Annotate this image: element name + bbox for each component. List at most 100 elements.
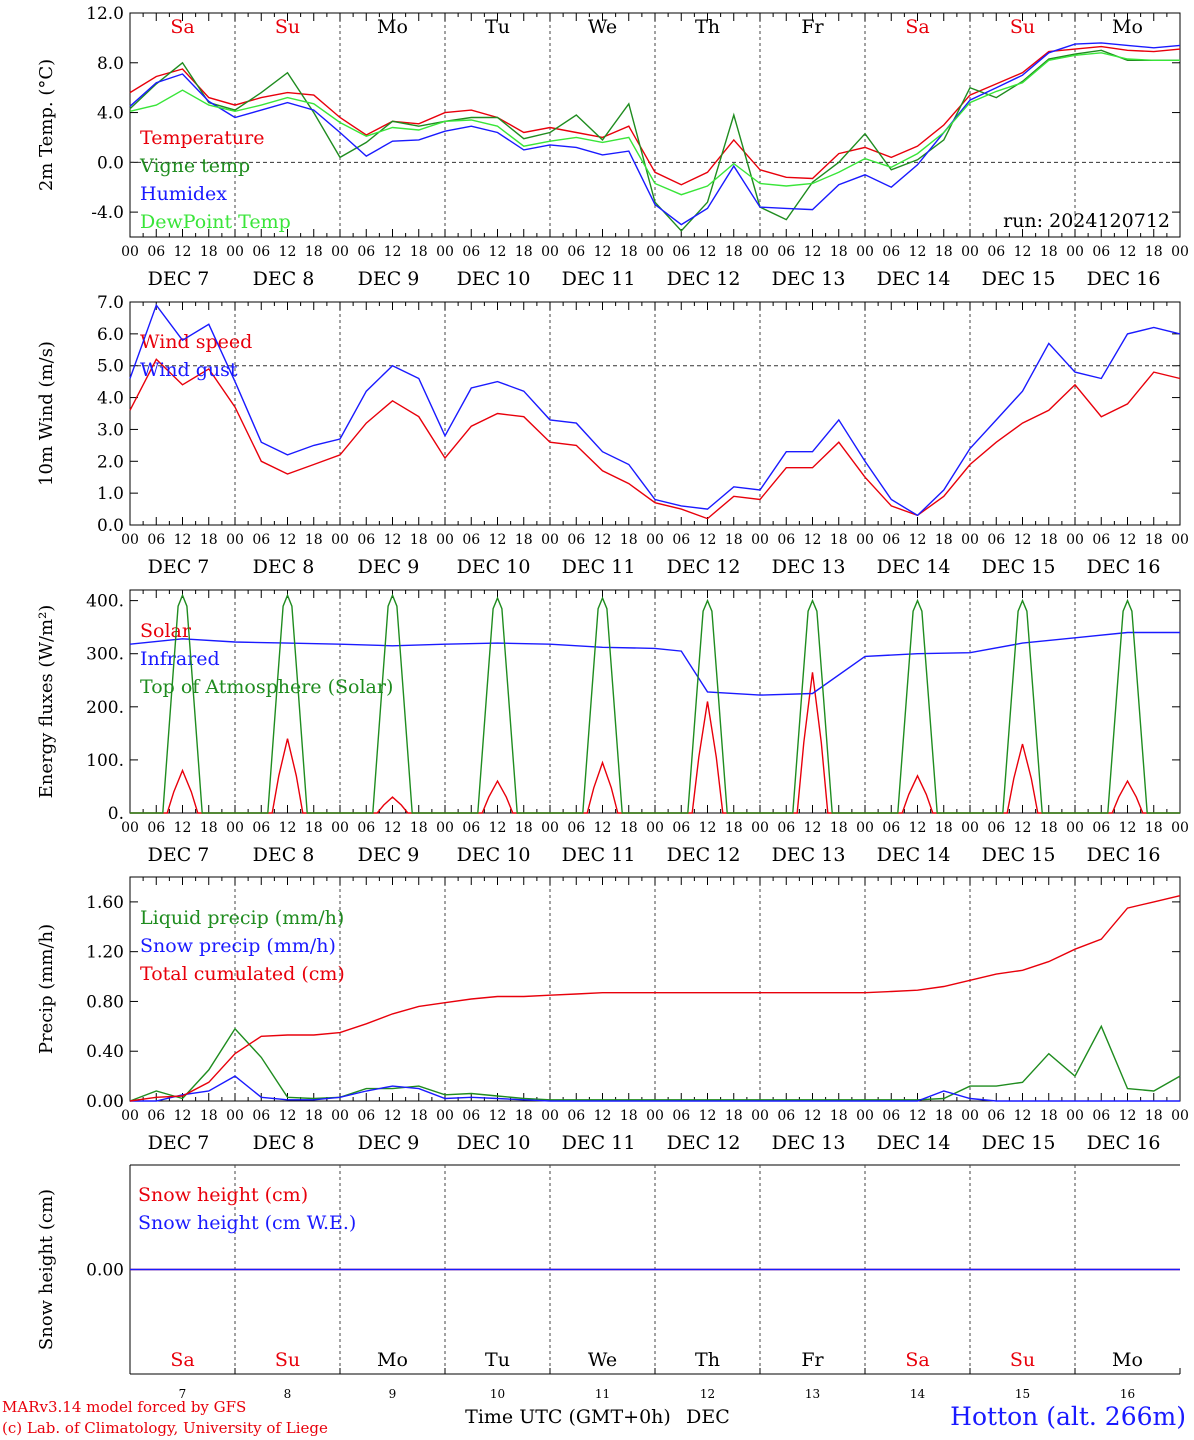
y-tick-label: 7.0 <box>97 293 124 313</box>
hour-tick-label: 00 <box>646 1108 664 1124</box>
hour-tick-label: 12 <box>174 820 192 836</box>
series-line-top-of-atmosphere-solar- <box>130 593 1180 814</box>
hour-tick-label: 06 <box>567 1108 585 1124</box>
hour-tick-label: 06 <box>252 1108 270 1124</box>
series-line-total-cumulated-cm- <box>129 895 1181 1102</box>
day-number-label: 14 <box>910 1387 926 1401</box>
hour-tick-label: 00 <box>751 1108 769 1124</box>
legend-entry: DewPoint Temp <box>140 211 291 233</box>
day-number-label: 12 <box>700 1387 715 1401</box>
weekday-label: Sa <box>905 1349 929 1371</box>
hour-tick-label: 00 <box>961 532 979 548</box>
panel-3: 0. 100. 200. 300. 400. Energy fluxes (W/m²) So… <box>36 589 1189 866</box>
hour-tick-label: 00 <box>1171 244 1189 260</box>
hour-tick-label: 18 <box>725 1108 743 1124</box>
y-tick-label: 400. <box>86 592 124 612</box>
hour-tick-label: 00 <box>856 532 874 548</box>
hour-tick-label: 18 <box>935 1108 953 1124</box>
hour-tick-label: 00 <box>646 820 664 836</box>
y-tick-label: 200. <box>86 698 124 718</box>
hour-tick-label: 00 <box>331 1108 349 1124</box>
y-tick-label: 4.0 <box>97 104 124 124</box>
date-label: DEC 14 <box>877 1132 951 1154</box>
legend-entry: Snow height (cm) <box>138 1184 308 1206</box>
hour-tick-label: 18 <box>305 244 323 260</box>
hour-tick-label: 00 <box>541 244 559 260</box>
hour-tick-label: 12 <box>909 244 927 260</box>
weekday-label: Sa <box>905 16 929 38</box>
legend-entry: Snow precip (mm/h) <box>140 935 336 957</box>
hour-tick-label: 00 <box>751 820 769 836</box>
legend-entry: Vigne temp <box>139 155 250 177</box>
y-tick-label: 300. <box>86 645 124 665</box>
y-tick-label: 0.40 <box>86 1042 124 1062</box>
series-line-liquid-precip-mm-h- <box>129 1024 1181 1102</box>
hour-tick-label: 00 <box>961 820 979 836</box>
date-label: DEC 16 <box>1087 844 1161 866</box>
y-tick-label: 0.80 <box>86 992 124 1012</box>
hour-tick-label: 18 <box>725 820 743 836</box>
hour-tick-label: 00 <box>646 532 664 548</box>
hour-tick-label: 00 <box>1066 1108 1084 1124</box>
hour-tick-label: 12 <box>279 820 297 836</box>
hour-tick-label: 18 <box>1040 244 1058 260</box>
date-label: DEC 7 <box>148 1132 210 1154</box>
hour-tick-label: 12 <box>174 1108 192 1124</box>
panel-2: 0.0 1.0 2.0 3.0 4.0 5.0 6.0 7.0 10m Wind (m/s) Wi… <box>36 293 1189 578</box>
date-label: DEC 12 <box>667 844 741 866</box>
hour-tick-label: 12 <box>174 244 192 260</box>
hour-tick-label: 06 <box>567 244 585 260</box>
hour-tick-label: 00 <box>541 532 559 548</box>
hour-tick-label: 06 <box>147 244 165 260</box>
legend-entry: Infrared <box>140 648 220 670</box>
weekday-label: Su <box>275 16 300 38</box>
hour-tick-label: 00 <box>436 532 454 548</box>
date-label: DEC 15 <box>982 556 1056 578</box>
legend-entry: Top of Atmosphere (Solar) <box>140 676 393 698</box>
date-label: DEC 11 <box>562 1132 636 1154</box>
day-number-label: 10 <box>490 1387 505 1401</box>
y-axis-label: Precip (mm/h) <box>36 924 57 1054</box>
series-line-infrared <box>129 631 1180 696</box>
hour-tick-label: 18 <box>305 1108 323 1124</box>
weekday-label: Su <box>1010 16 1035 38</box>
weekday-label: Fr <box>801 1349 824 1371</box>
hour-tick-label: 12 <box>699 1108 717 1124</box>
y-tick-label: 8.0 <box>97 54 124 74</box>
hour-tick-label: 06 <box>357 244 375 260</box>
lab-credit: (c) Lab. of Climatology, University of L… <box>2 1419 328 1437</box>
date-label: DEC 7 <box>148 844 210 866</box>
y-tick-label: 1.20 <box>86 943 124 963</box>
hour-tick-label: 06 <box>987 532 1005 548</box>
hour-tick-label: 12 <box>384 532 402 548</box>
hour-tick-label: 00 <box>121 532 139 548</box>
hour-tick-label: 12 <box>804 244 822 260</box>
hour-tick-label: 06 <box>1092 820 1110 836</box>
hour-tick-label: 06 <box>1092 244 1110 260</box>
hour-tick-label: 18 <box>620 532 638 548</box>
hour-tick-label: 06 <box>462 532 480 548</box>
day-number-label: 11 <box>595 1387 610 1401</box>
hour-tick-label: 18 <box>935 532 953 548</box>
hour-tick-label: 06 <box>462 1108 480 1124</box>
hour-tick-label: 12 <box>489 820 507 836</box>
date-label: DEC 14 <box>877 844 951 866</box>
hour-tick-label: 12 <box>1119 1108 1137 1124</box>
series-line-dewpoint-temp <box>129 52 1180 196</box>
legend-entry: Snow height (cm W.E.) <box>138 1212 356 1234</box>
weekday-label: Sa <box>170 1349 194 1371</box>
hour-tick-label: 06 <box>777 532 795 548</box>
hour-tick-label: 18 <box>620 1108 638 1124</box>
panel-4: 0.00 0.40 0.80 1.20 1.60 Precip (mm/h) Liquid … <box>36 876 1189 1154</box>
hour-tick-label: 12 <box>699 532 717 548</box>
hour-tick-label: 06 <box>252 244 270 260</box>
hour-tick-label: 12 <box>1119 244 1137 260</box>
date-label: DEC 8 <box>253 1132 315 1154</box>
date-label: DEC 12 <box>667 268 741 290</box>
hour-tick-label: 12 <box>489 244 507 260</box>
series-line-temperature <box>129 45 1181 186</box>
hour-tick-label: 12 <box>279 1108 297 1124</box>
weekday-label: Tu <box>485 16 510 38</box>
hour-tick-label: 06 <box>672 244 690 260</box>
date-label: DEC 7 <box>148 556 210 578</box>
